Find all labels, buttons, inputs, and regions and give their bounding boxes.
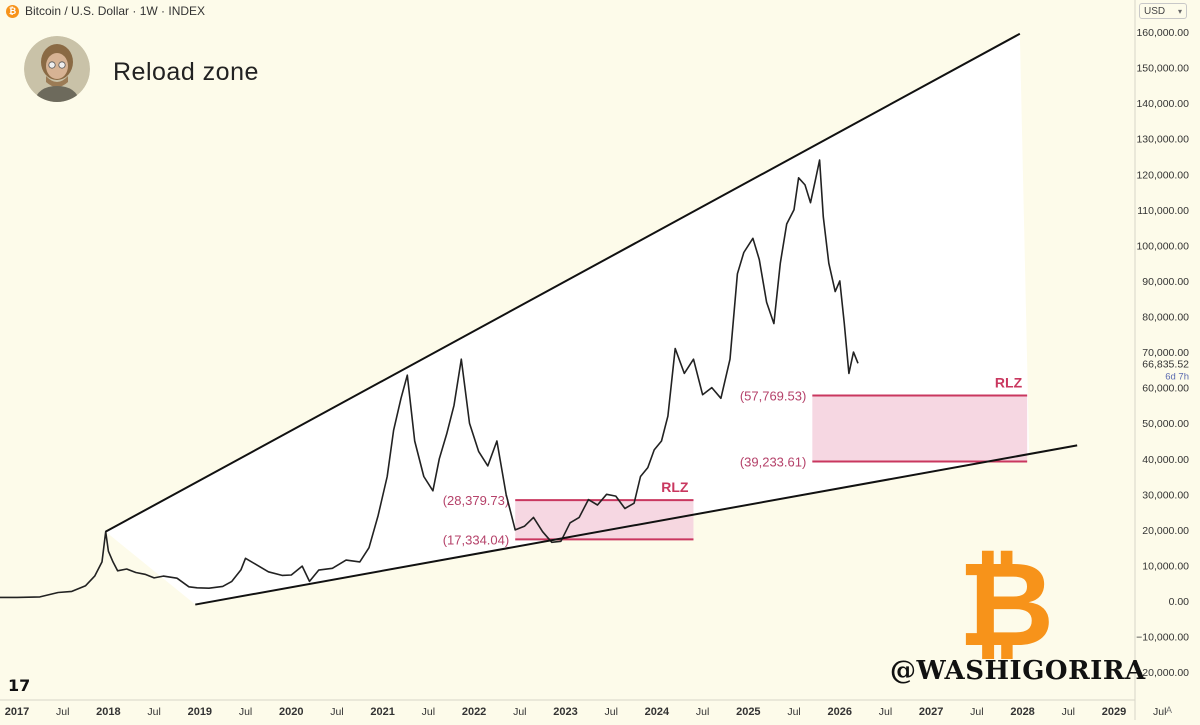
- price-series: [0, 159, 859, 599]
- x-tick-label: 2025: [736, 706, 760, 718]
- wedge-area: [105, 33, 1030, 605]
- reload-zone-2: [812, 395, 1028, 462]
- x-tick-label: Jul: [239, 706, 252, 718]
- y-tick-label: 130,000.00: [1136, 134, 1189, 146]
- y-tick-label: 110,000.00: [1137, 205, 1189, 217]
- x-tick-label: Jul: [513, 706, 526, 718]
- x-tick-label: 2021: [370, 706, 394, 718]
- x-tick-label: Jul: [604, 706, 617, 718]
- x-tick-label: Jul: [1062, 706, 1075, 718]
- auto-scale-toggle[interactable]: A: [1166, 705, 1173, 715]
- currency-label: USD: [1144, 5, 1166, 17]
- x-tick-label: 2020: [279, 706, 303, 718]
- y-tick-label: 20,000.00: [1142, 525, 1189, 537]
- y-tick-label: 80,000.00: [1142, 312, 1189, 324]
- y-tick-label: 120,000.00: [1136, 169, 1189, 181]
- x-tick-label: Jul: [696, 706, 709, 718]
- y-tick-label: 160,000.00: [1136, 27, 1189, 39]
- page-title: Reload zone: [113, 58, 259, 86]
- x-tick-label: 2022: [462, 706, 486, 718]
- x-tick-label: Jul: [422, 706, 435, 718]
- y-tick-label: 50,000.00: [1142, 418, 1189, 430]
- x-tick-label: Jul: [56, 706, 69, 718]
- x-tick-label: 2024: [645, 706, 670, 718]
- bitcoin-logo: ₿: [958, 535, 1055, 673]
- y-tick-label: −10,000.00: [1136, 632, 1189, 644]
- x-tick-label: Jul: [787, 706, 800, 718]
- upper-trendline[interactable]: [105, 32, 1021, 533]
- y-tick-label: 150,000.00: [1136, 63, 1189, 75]
- y-tick-label: −20,000.00: [1136, 667, 1189, 679]
- x-tick-label: Jul: [879, 706, 892, 718]
- y-tick-label: 10,000.00: [1142, 560, 1189, 572]
- zone-tag-1: RLZ: [661, 479, 689, 495]
- x-tick-label: 2018: [96, 706, 120, 718]
- symbol-title: Bitcoin / U.S. Dollar · 1W · INDEX: [25, 4, 206, 18]
- x-tick-label: 2019: [188, 706, 212, 718]
- x-tick-label: 2027: [919, 706, 943, 718]
- current-price-label: 66,835.52: [1142, 358, 1189, 370]
- bitcoin-icon: ₿: [6, 4, 19, 18]
- avatar: [24, 36, 90, 102]
- zone-top-label-2: (57,769.53): [740, 389, 807, 404]
- zone-bottom-label-2: (39,233.61): [740, 454, 807, 469]
- x-tick-label: Jul: [330, 706, 343, 718]
- watermark: @WASHIGORIRA: [890, 656, 1146, 686]
- chevron-down-icon: ▾: [1177, 6, 1182, 16]
- x-tick-label: 2029: [1102, 706, 1126, 718]
- currency-selector[interactable]: USD ▾: [1139, 3, 1187, 19]
- zone-tag-2: RLZ: [995, 375, 1023, 391]
- x-tick-label: 2023: [553, 706, 577, 718]
- y-tick-label: 0.00: [1169, 596, 1190, 608]
- zone-top-label-1: (28,379.73): [443, 493, 510, 508]
- y-tick-label: 100,000.00: [1136, 240, 1189, 252]
- x-tick-label: 2028: [1010, 706, 1034, 718]
- y-tick-label: 40,000.00: [1142, 454, 1189, 466]
- x-tick-label: 2026: [828, 706, 852, 718]
- y-tick-label: 60,000.00: [1142, 383, 1189, 395]
- tradingview-logo[interactable]: 17: [8, 676, 31, 695]
- avatar-portrait: [24, 36, 90, 102]
- bar-countdown-label: 6d 7h: [1165, 371, 1189, 382]
- lower-trendline[interactable]: [195, 444, 1078, 606]
- x-tick-label: Jul: [970, 706, 983, 718]
- y-tick-label: 90,000.00: [1142, 276, 1189, 288]
- x-tick-label: Jul: [147, 706, 160, 718]
- y-tick-label: 70,000.00: [1142, 347, 1189, 359]
- symbol-header[interactable]: ₿ Bitcoin / U.S. Dollar · 1W · INDEX: [0, 0, 205, 22]
- zone-bottom-label-1: (17,334.04): [443, 532, 510, 547]
- y-tick-label: 30,000.00: [1142, 489, 1189, 501]
- y-tick-label: 140,000.00: [1136, 98, 1189, 110]
- x-tick-label: Jul: [1153, 706, 1166, 718]
- x-tick-label: 2017: [5, 706, 29, 718]
